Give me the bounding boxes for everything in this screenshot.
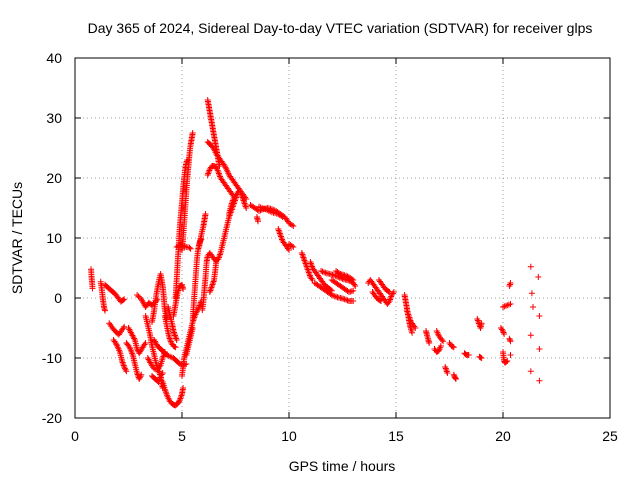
series-arc-71 <box>536 377 543 384</box>
series-arc-67 <box>527 368 534 375</box>
y-tick-label: 40 <box>46 50 62 66</box>
series-arc-38 <box>307 259 335 294</box>
axis-ticks: 0 5 10 15 20 25 -20 -10 0 10 20 30 40 <box>42 50 618 444</box>
series-arc-07 <box>125 325 149 357</box>
series-arc-52 <box>446 340 457 351</box>
series-arc-49 <box>431 343 444 355</box>
series-arc-25 <box>199 250 222 313</box>
series-arc-56 <box>476 353 485 361</box>
y-axis-label: SDTVAR / TECUs <box>9 182 25 294</box>
x-tick-label: 15 <box>388 428 404 444</box>
series-arc-47 <box>403 307 419 331</box>
series-arc-05 <box>110 337 130 375</box>
series-arc-43 <box>365 277 397 307</box>
series-arc-53 <box>450 371 459 382</box>
series-arc-33 <box>256 203 286 220</box>
series-arc-24 <box>196 211 209 250</box>
series-arc-64 <box>528 290 535 297</box>
chart-title: Day 365 of 2024, Sidereal Day-to-day VTE… <box>88 20 593 36</box>
x-tick-label: 0 <box>71 428 79 444</box>
series-arc-37 <box>298 250 316 283</box>
series-arc-63 <box>527 263 534 270</box>
series-arc-06 <box>123 340 145 382</box>
series-arc-01 <box>88 266 96 292</box>
series-arc-45 <box>375 277 393 295</box>
series-arc-69 <box>536 313 543 319</box>
series-arc-50 <box>433 328 447 345</box>
series-arc-04 <box>106 320 128 338</box>
series-arc-36 <box>286 241 297 250</box>
series-arc-35 <box>275 226 292 253</box>
series-arc-34 <box>253 214 261 225</box>
series-arc-13 <box>151 337 190 369</box>
series-arc-31 <box>226 190 241 217</box>
x-tick-label: 20 <box>495 428 511 444</box>
x-axis-label: GPS time / hours <box>289 458 396 474</box>
series-arc-41 <box>328 277 357 295</box>
y-tick-label: 0 <box>54 290 62 306</box>
series-arc-70 <box>536 346 543 352</box>
series-arc-28 <box>204 163 237 199</box>
x-tick-label: 25 <box>602 428 618 444</box>
series-arc-68 <box>535 274 542 280</box>
series-arc-48 <box>423 328 433 346</box>
series-arc-65 <box>530 304 536 310</box>
series-arc-20 <box>179 130 196 253</box>
series-arc-54 <box>461 350 472 358</box>
series-arc-39 <box>311 280 357 304</box>
series-arc-03 <box>102 281 128 305</box>
series-arc-44 <box>369 289 384 304</box>
x-tick-label: 5 <box>178 428 186 444</box>
series-arc-51 <box>442 364 451 376</box>
x-tick-label: 10 <box>281 428 297 444</box>
series-arc-15 <box>161 313 179 351</box>
y-tick-label: 30 <box>46 110 62 126</box>
series-arc-02 <box>97 278 108 314</box>
series-arc-22 <box>183 325 196 358</box>
data-markers <box>88 97 543 409</box>
series-arc-14 <box>159 379 187 409</box>
series-arc-57 <box>497 325 508 337</box>
series-arc-59 <box>500 301 514 310</box>
series-arc-16 <box>165 304 180 343</box>
series-arc-58 <box>500 349 511 366</box>
y-tick-label: 10 <box>46 230 62 246</box>
y-tick-label: -10 <box>42 350 62 366</box>
series-arc-42 <box>333 268 357 283</box>
series-arc-29 <box>206 259 220 295</box>
series-arc-55 <box>474 316 485 331</box>
y-tick-label: -20 <box>42 410 62 426</box>
series-arc-11 <box>149 370 166 385</box>
series-arc-62 <box>507 352 514 358</box>
series-arc-66 <box>527 332 534 339</box>
y-tick-label: 20 <box>46 170 62 186</box>
series-arc-61 <box>506 335 514 345</box>
series-arc-12 <box>149 271 170 325</box>
series-arc-60 <box>506 280 514 289</box>
